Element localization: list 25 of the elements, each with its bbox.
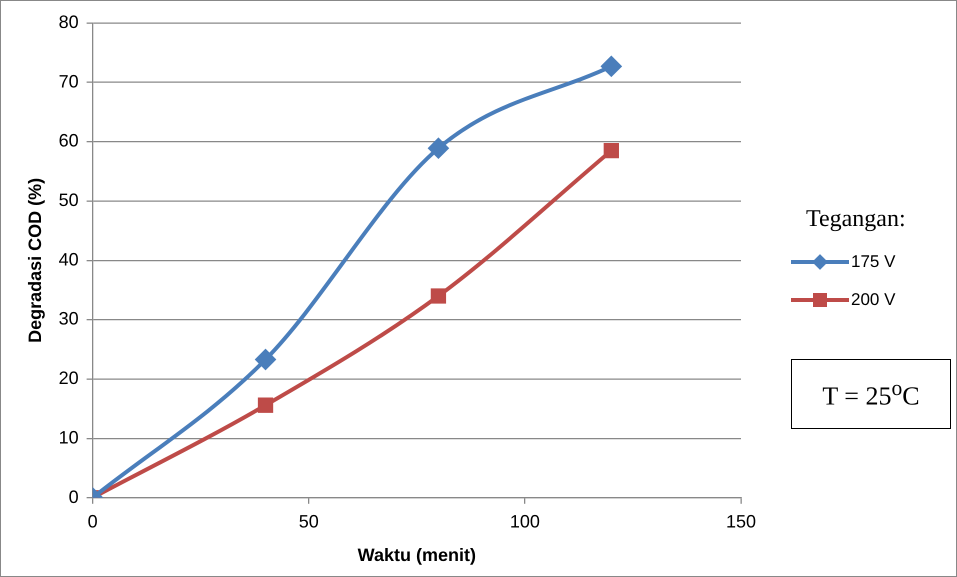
x-tick-label: 0 [88,512,98,532]
point [256,350,276,370]
y-tick-label: 40 [58,249,79,270]
y-tick-label: 60 [58,130,79,151]
legend-label: 200 V [851,290,896,310]
y-tick-label: 70 [58,71,79,92]
legend-label: 175 V [851,252,896,272]
point [604,142,619,158]
point [601,56,622,76]
y-tick-label: 20 [58,368,79,388]
point [258,398,274,413]
point [428,138,448,158]
y-tick-label: 50 [58,190,79,210]
legend-title: Tegangan: [806,206,906,233]
x-tick-label: 150 [726,512,756,532]
y-tick-label: 0 [68,486,79,507]
point [430,288,446,304]
text: T = 25$^{o}$C [822,376,920,412]
y-tick-label: 30 [58,308,79,329]
y-tick-label: 10 [58,427,79,448]
y-axis-title: Degradasi COD (%) [24,178,45,343]
y-tick-label: 80 [58,12,79,32]
x-tick-label: 100 [510,512,540,532]
x-axis-title: Waktu (menit) [358,545,476,566]
x-tick-label: 50 [298,512,319,532]
